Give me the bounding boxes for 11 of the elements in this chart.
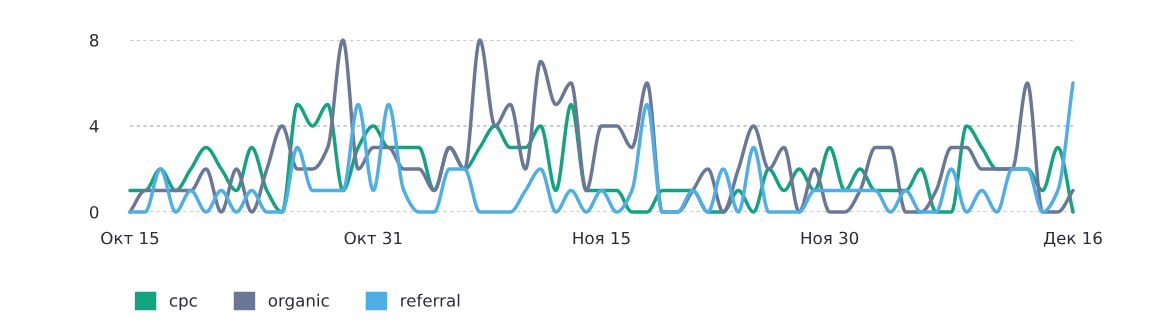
x-tick-label: Ноя 30 bbox=[801, 231, 859, 245]
y-tick-label: 0 bbox=[89, 205, 99, 219]
legend-label: organic bbox=[268, 293, 329, 310]
y-tick-label: 8 bbox=[89, 33, 99, 47]
x-tick-label: Дек 16 bbox=[1043, 231, 1102, 247]
legend-label: cpc bbox=[169, 297, 197, 310]
x-tick-label: Окт 31 bbox=[344, 231, 402, 245]
x-tick-label: Окт 15 bbox=[101, 231, 159, 245]
legend-label: referral bbox=[401, 293, 460, 307]
x-tick-label: Ноя 15 bbox=[573, 231, 630, 245]
y-tick-label: 4 bbox=[89, 120, 99, 133]
